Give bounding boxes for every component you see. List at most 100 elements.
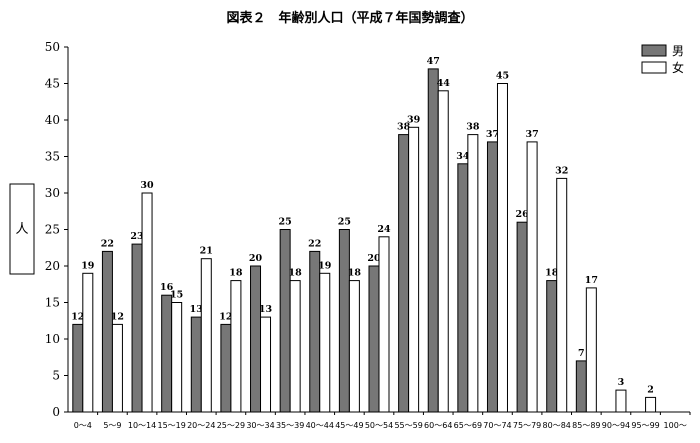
bar-female [82, 272, 94, 413]
data-label: 18 [289, 268, 303, 279]
bar-female [496, 83, 508, 413]
y-tick-label: 5 [52, 369, 60, 383]
data-label: 32 [555, 165, 568, 176]
bar-male [250, 265, 262, 413]
bar-female [615, 389, 627, 413]
bar-female [230, 280, 242, 413]
data-label: 38 [397, 122, 411, 133]
bar-male [161, 294, 173, 413]
data-label: 12 [111, 311, 124, 322]
bar-male [72, 323, 84, 413]
bar-male [398, 134, 410, 413]
data-label: 45 [496, 71, 509, 82]
data-label: 44 [437, 78, 451, 89]
bar-male [279, 229, 291, 413]
data-label: 30 [140, 180, 154, 191]
legend-label-female: 女 [672, 60, 684, 75]
bar-female [437, 90, 449, 413]
data-label: 37 [486, 129, 499, 140]
data-label: 2 [647, 384, 654, 395]
x-tick-label: 95～99 [631, 421, 659, 430]
x-tick-label: 65～69 [454, 421, 482, 430]
bar-male [486, 141, 498, 413]
x-tick-label: 15～19 [157, 421, 185, 430]
y-axis-label: 人 [15, 222, 28, 237]
x-tick-label: 60～64 [424, 421, 452, 430]
data-label: 13 [259, 304, 272, 315]
bar-male [427, 68, 439, 413]
bar-female [319, 272, 331, 413]
bar-male [190, 316, 202, 413]
data-label: 13 [190, 304, 203, 315]
bar-female [556, 177, 568, 413]
bar-female [111, 323, 123, 413]
bar-female [171, 302, 183, 413]
x-tick-label: 0～4 [74, 421, 92, 430]
y-tick-label: 50 [45, 40, 60, 54]
bar-male [368, 265, 380, 413]
bar-male [131, 243, 143, 413]
y-tick-label: 0 [52, 405, 60, 419]
data-label: 38 [466, 122, 480, 133]
data-label: 23 [130, 231, 143, 242]
data-label: 21 [200, 246, 213, 257]
y-tick-label: 15 [45, 296, 60, 310]
legend-swatch-female [641, 61, 667, 74]
x-tick-label: 25～29 [217, 421, 245, 430]
bar-female [348, 280, 360, 413]
data-label: 25 [279, 217, 292, 228]
data-label: 18 [545, 268, 559, 279]
bar-female [645, 396, 657, 413]
bar-female [289, 280, 301, 413]
x-tick-label: 80～84 [543, 421, 571, 430]
y-tick-label: 25 [45, 223, 60, 237]
chart-title: 図表２ 年齢別人口（平成７年国勢調査） [226, 10, 473, 26]
data-label: 25 [338, 217, 351, 228]
data-label: 15 [170, 290, 183, 301]
bar-female [378, 236, 390, 413]
bar-female [260, 316, 272, 413]
bar-female [585, 287, 597, 413]
data-label: 12 [71, 311, 84, 322]
y-tick-label: 40 [45, 113, 60, 127]
legend-swatch-male [641, 44, 667, 57]
legend-label-male: 男 [672, 44, 684, 58]
y-tick-label: 30 [45, 186, 60, 200]
bar-female [200, 258, 212, 413]
bar-male [220, 323, 232, 413]
data-label: 26 [515, 209, 529, 220]
data-label: 3 [618, 377, 625, 388]
x-tick-label: 5～9 [103, 421, 121, 430]
x-tick-label: 30～34 [246, 421, 274, 430]
data-label: 20 [367, 253, 381, 264]
bar-male [101, 250, 113, 413]
legend: 男 女 [641, 44, 684, 75]
data-label: 17 [585, 275, 598, 286]
data-label: 16 [160, 282, 174, 293]
y-tick-label: 20 [45, 259, 60, 273]
bar-male [516, 221, 528, 413]
x-tick-label: 75～79 [513, 421, 541, 430]
x-tick-label: 100～ [664, 421, 687, 430]
bar-female [141, 192, 153, 413]
plot-area: 0 5 10 15 20 25 30 35 40 45 50 0～4 12 19 5～9 22 12 10～14 2… [45, 40, 691, 430]
x-tick-label: 40～44 [306, 421, 334, 430]
data-label: 37 [525, 129, 538, 140]
x-tick-label: 90～94 [602, 421, 630, 430]
x-tick-label: 10～14 [128, 421, 156, 430]
x-tick-label: 55～59 [394, 421, 422, 430]
data-label: 34 [456, 151, 470, 162]
x-tick-label: 45～49 [335, 421, 363, 430]
data-label: 18 [229, 268, 243, 279]
bar-female [467, 134, 479, 413]
y-tick-label: 45 [45, 77, 60, 91]
data-label: 19 [318, 260, 332, 271]
data-label: 47 [427, 56, 440, 67]
data-label: 24 [377, 224, 391, 235]
bar-male [546, 280, 558, 413]
bar-male [457, 163, 469, 413]
data-label: 18 [348, 268, 362, 279]
x-tick-label: 70～74 [483, 421, 511, 430]
data-label: 20 [249, 253, 263, 264]
